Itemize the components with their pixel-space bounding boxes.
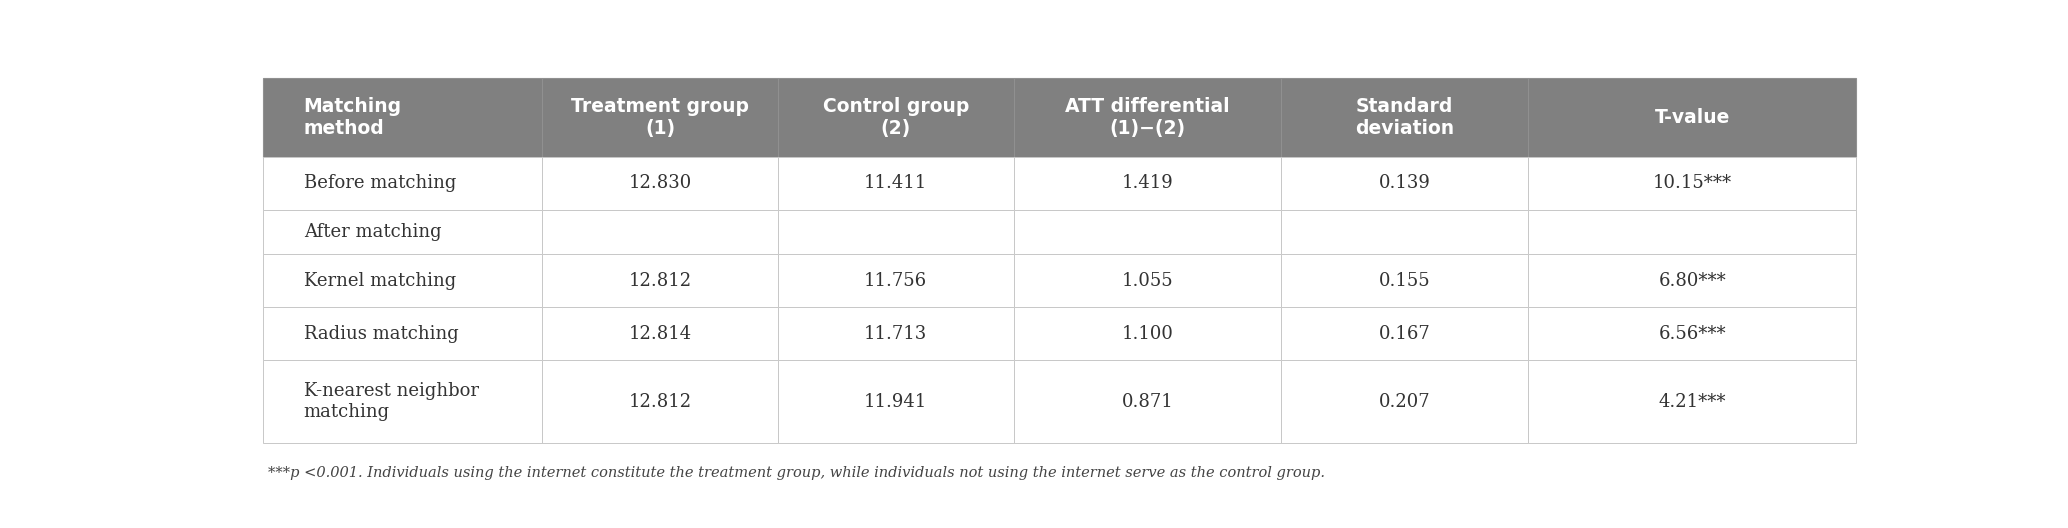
Text: 1.055: 1.055 (1121, 272, 1173, 290)
Bar (1528, 157, 1857, 210)
Bar (1282, 157, 1528, 210)
Bar (1013, 360, 1282, 444)
Bar (1528, 307, 1857, 360)
Bar (542, 360, 778, 444)
Bar (542, 307, 778, 360)
Text: 0.167: 0.167 (1379, 325, 1431, 343)
Bar (542, 157, 778, 210)
Text: 0.139: 0.139 (1379, 174, 1431, 192)
Text: 6.80***: 6.80*** (1659, 272, 1727, 290)
Text: Radius matching: Radius matching (304, 325, 459, 343)
Bar (1282, 210, 1528, 254)
Bar (263, 307, 542, 360)
Bar (1282, 254, 1528, 307)
Bar (778, 254, 1013, 307)
Text: 11.713: 11.713 (864, 325, 926, 343)
Bar (778, 307, 1013, 360)
Bar (778, 78, 1013, 157)
Text: 12.812: 12.812 (629, 272, 691, 290)
Text: T-value: T-value (1654, 108, 1731, 127)
Bar (778, 360, 1013, 444)
Bar (542, 210, 778, 254)
Bar (263, 157, 542, 210)
Text: 6.56***: 6.56*** (1659, 325, 1727, 343)
Bar (263, 78, 542, 157)
Bar (263, 254, 542, 307)
Text: 10.15***: 10.15*** (1652, 174, 1731, 192)
Text: K-nearest neighbor
matching: K-nearest neighbor matching (304, 382, 478, 421)
Text: After matching: After matching (304, 223, 440, 241)
Bar (1013, 78, 1282, 157)
Text: Before matching: Before matching (304, 174, 455, 192)
Bar (1282, 307, 1528, 360)
Bar (1282, 360, 1528, 444)
Text: Kernel matching: Kernel matching (304, 272, 455, 290)
Text: 0.207: 0.207 (1379, 393, 1431, 411)
Bar (542, 78, 778, 157)
Bar (778, 157, 1013, 210)
Text: Standard
deviation: Standard deviation (1355, 97, 1454, 138)
Bar (542, 254, 778, 307)
Bar (1282, 78, 1528, 157)
Text: 4.21***: 4.21*** (1659, 393, 1727, 411)
Bar (1013, 307, 1282, 360)
Text: Control group
(2): Control group (2) (823, 97, 970, 138)
Bar (1528, 210, 1857, 254)
Text: 12.812: 12.812 (629, 393, 691, 411)
Bar (1528, 78, 1857, 157)
Bar (263, 210, 542, 254)
Bar (1013, 254, 1282, 307)
Bar (1528, 360, 1857, 444)
Text: 11.756: 11.756 (864, 272, 926, 290)
Text: 1.419: 1.419 (1121, 174, 1173, 192)
Text: ***p <0.001. Individuals using the internet constitute the treatment group, whil: ***p <0.001. Individuals using the inter… (269, 466, 1326, 480)
Bar (1013, 210, 1282, 254)
Text: 0.871: 0.871 (1121, 393, 1173, 411)
Text: 12.814: 12.814 (629, 325, 691, 343)
Bar (1528, 254, 1857, 307)
Text: 1.100: 1.100 (1121, 325, 1173, 343)
Text: 11.411: 11.411 (864, 174, 926, 192)
Bar (1013, 157, 1282, 210)
Text: ATT differential
(1)−(2): ATT differential (1)−(2) (1065, 97, 1230, 138)
Text: Treatment group
(1): Treatment group (1) (571, 97, 749, 138)
Text: Matching
method: Matching method (304, 97, 401, 138)
Text: 11.941: 11.941 (864, 393, 926, 411)
Bar (778, 210, 1013, 254)
Text: 12.830: 12.830 (629, 174, 691, 192)
Bar (263, 360, 542, 444)
Text: 0.155: 0.155 (1379, 272, 1431, 290)
